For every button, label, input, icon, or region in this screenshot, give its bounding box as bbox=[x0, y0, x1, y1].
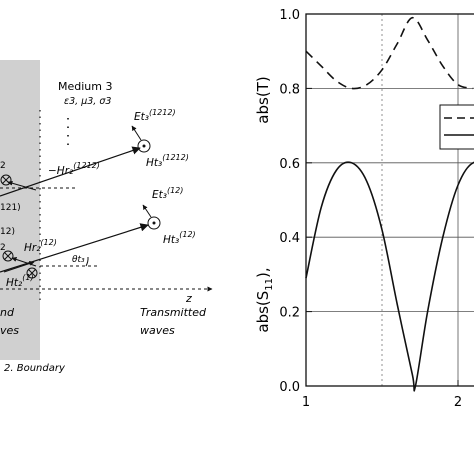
transmitted-ray-upper bbox=[0, 146, 141, 197]
y-tick-label-0: 0.0 bbox=[279, 380, 300, 395]
boundary-layer bbox=[0, 60, 40, 360]
angle-arc bbox=[85, 256, 89, 267]
hr-top-label: −Hr₂(1212) bbox=[48, 161, 100, 177]
left-fragment-4: 2 bbox=[0, 243, 6, 253]
hr-mid-label: Hr₂(12) bbox=[24, 238, 57, 254]
ht-mid-label: Ht₃(12) bbox=[163, 230, 196, 246]
y-tick-label-5: 1.0 bbox=[279, 8, 300, 23]
ht2-label: Ht₂(1) bbox=[6, 273, 34, 289]
left-fragment-1: 2 bbox=[0, 161, 6, 171]
chart: 0.0 0.2 0.4 0.6 0.8 1.0 1 2 abs(T) abs(S11), bbox=[254, 8, 474, 410]
cross-marker-mid bbox=[2, 250, 14, 262]
y-tick-label-3: 0.6 bbox=[279, 157, 300, 172]
left-fragment-3: 12) bbox=[0, 227, 15, 237]
hr-top-arrow bbox=[7, 180, 37, 191]
ht-top-dot-marker bbox=[137, 139, 151, 153]
left-waves-label-1: nd bbox=[0, 306, 15, 319]
series-line-dashed bbox=[305, 16, 474, 90]
ht-mid-dot-marker bbox=[147, 216, 161, 230]
medium-label: Medium 3 bbox=[58, 80, 112, 93]
et-top-label: Et₃(1212) bbox=[134, 108, 176, 123]
et-mid-label: Et₃(12) bbox=[152, 186, 183, 201]
left-waves-label-2: ves bbox=[0, 324, 19, 337]
ht2-arrow bbox=[3, 261, 35, 273]
legend-box bbox=[439, 104, 474, 150]
z-axis-label: z bbox=[185, 292, 192, 305]
plot-frame bbox=[305, 13, 474, 387]
angle-label: θt₃ bbox=[72, 255, 85, 265]
left-fragment-2: 121) bbox=[0, 203, 21, 213]
transmitted-ray-lower bbox=[0, 223, 149, 273]
cross-marker-low bbox=[26, 267, 38, 279]
x-tick-label-1: 2 bbox=[454, 395, 462, 410]
medium-params: ε3, μ3, σ3 bbox=[64, 96, 111, 107]
wave-diagram: z bbox=[0, 60, 213, 374]
transmitted-label-2: waves bbox=[140, 324, 175, 337]
transmitted-label-1: Transmitted bbox=[140, 306, 207, 319]
series-line-solid bbox=[305, 161, 474, 392]
cross-marker-top bbox=[0, 174, 12, 186]
legend bbox=[439, 104, 474, 150]
grid-lines bbox=[305, 13, 474, 387]
y-tick-label-2: 0.4 bbox=[279, 231, 300, 246]
et-mid-arrow bbox=[142, 204, 152, 218]
boundary-caption: 2. Boundary bbox=[4, 363, 66, 374]
ylabel-bottom: abs(S11), bbox=[254, 267, 275, 332]
x-tick-label-0: 1 bbox=[302, 395, 310, 410]
ht-top-label: Ht₃(1212) bbox=[146, 153, 189, 169]
ylabel-top: abs(T) bbox=[254, 76, 272, 123]
y-tick-label-4: 0.8 bbox=[279, 82, 300, 97]
et-top-arrow bbox=[131, 125, 142, 141]
y-tick-label-1: 0.2 bbox=[279, 306, 300, 321]
